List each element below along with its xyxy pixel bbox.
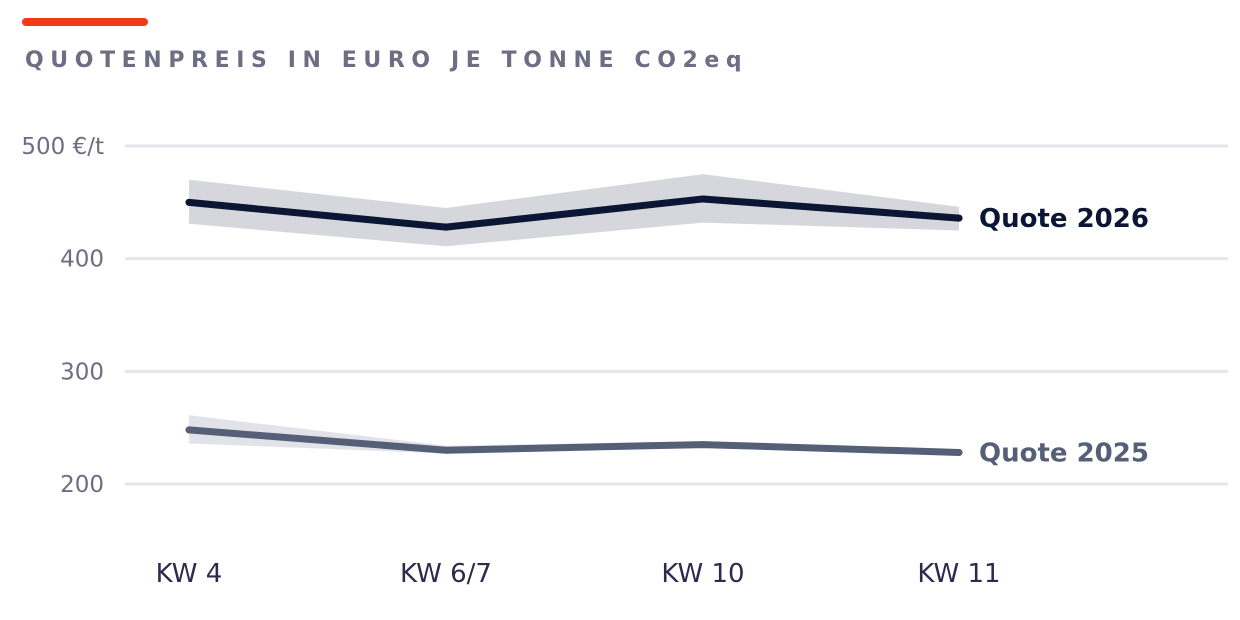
accent-bar bbox=[22, 18, 148, 26]
y-tick-label: 200 bbox=[60, 472, 104, 498]
series-label: Quote 2025 bbox=[979, 438, 1149, 468]
data-point bbox=[955, 214, 963, 222]
data-point bbox=[185, 198, 193, 206]
data-point bbox=[442, 223, 450, 231]
data-point bbox=[699, 441, 707, 449]
grid-lines bbox=[125, 144, 1228, 486]
y-tick-label: 500 €/t bbox=[21, 134, 104, 160]
x-tick-label: KW 4 bbox=[156, 559, 223, 589]
chart-labels: 200 300 400 500 €/t KW 4 KW 6/7 KW 10 KW 11 Quot… bbox=[21, 134, 1149, 589]
y-tick-label: 300 bbox=[60, 359, 104, 385]
chart-title: QUOTENPREIS IN EURO JE TONNE CO2eq bbox=[25, 48, 749, 73]
series-lines bbox=[185, 195, 963, 456]
series-label: Quote 2026 bbox=[979, 204, 1149, 234]
data-point bbox=[185, 426, 193, 434]
series-line-quote-2026 bbox=[185, 195, 963, 231]
series-line-quote-2025 bbox=[185, 426, 963, 456]
data-point bbox=[442, 446, 450, 454]
y-tick-label: 400 bbox=[60, 247, 104, 273]
x-tick-label: KW 6/7 bbox=[400, 559, 492, 589]
data-point bbox=[955, 448, 963, 456]
x-tick-label: KW 11 bbox=[917, 559, 1000, 589]
data-point bbox=[699, 195, 707, 203]
x-tick-label: KW 10 bbox=[661, 559, 744, 589]
